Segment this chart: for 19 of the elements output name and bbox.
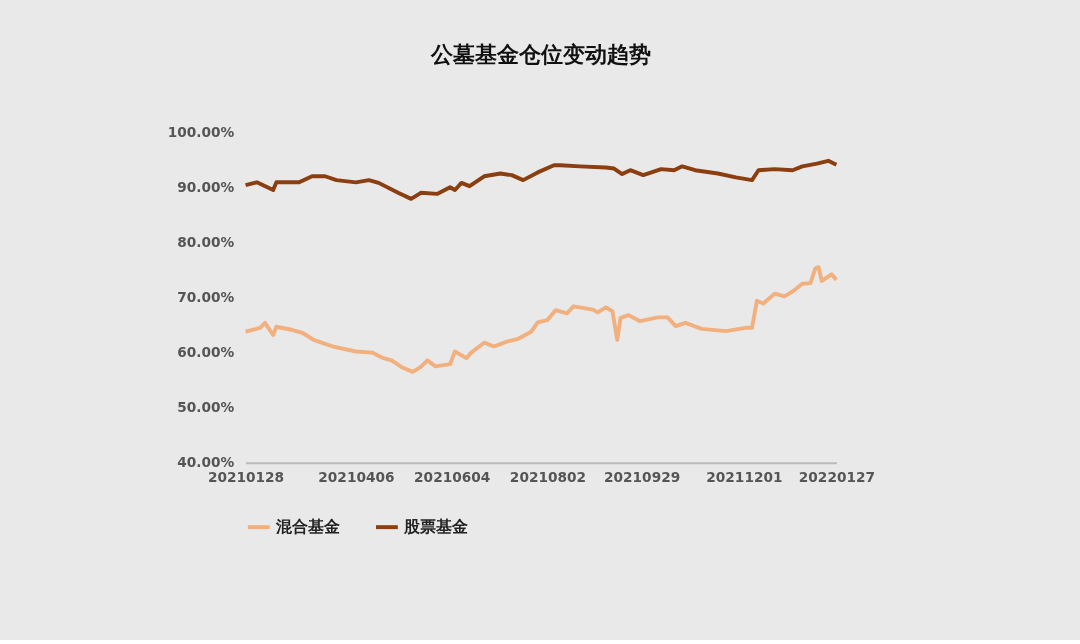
x-tick-label: 20211201 [706, 468, 783, 485]
x-tick-label: 20210929 [604, 468, 681, 485]
x-tick-label: 20210406 [318, 468, 395, 485]
y-tick-label: 40.00% [177, 454, 235, 471]
y-tick-label: 100.00% [167, 123, 235, 140]
x-tick-label: 20210802 [509, 468, 587, 485]
x-tick-label: 20210604 [414, 468, 491, 485]
x-tick-label: 20210128 [207, 468, 285, 485]
legend-label: 股票基金 [403, 517, 469, 537]
y-tick-label: 80.00% [177, 233, 235, 250]
y-tick-label: 50.00% [177, 399, 235, 416]
y-tick-label: 70.00% [177, 288, 235, 305]
line-series [243, 158, 839, 201]
line-series [243, 265, 839, 374]
x-tick-label: 20220127 [798, 468, 875, 485]
y-tick-label: 90.00% [177, 178, 235, 195]
y-tick-label: 60.00% [177, 344, 235, 361]
legend-label: 混合基金 [274, 517, 340, 537]
chart-title: 公墓基金仓位变动趋势 [429, 41, 651, 67]
